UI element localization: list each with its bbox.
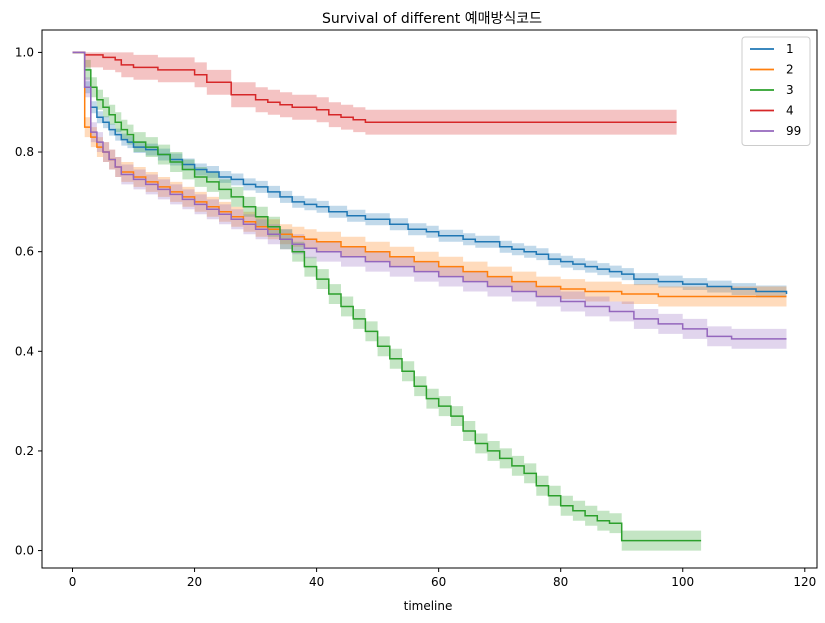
confidence-bands	[72, 52, 787, 551]
x-tick-label: 80	[553, 575, 568, 589]
x-tick-label: 100	[671, 575, 694, 589]
y-tick-label: 0.4	[15, 344, 34, 358]
x-tick-label: 120	[793, 575, 816, 589]
line-series-99	[72, 51, 787, 340]
line-series-4	[72, 51, 677, 123]
legend-label: 1	[786, 42, 794, 56]
legend-label: 3	[786, 83, 794, 97]
y-axis: 0.0 0.2 0.4 0.6 0.8 1.0	[15, 45, 42, 558]
chart-title: Survival of different 예매방식코드	[322, 11, 542, 27]
y-tick-label: 0.6	[15, 245, 34, 259]
plot-frame	[41, 29, 818, 569]
y-tick-label: 0.8	[15, 145, 34, 159]
band-series-2	[72, 52, 787, 307]
series-lines	[72, 51, 788, 542]
legend-label: 4	[786, 104, 794, 118]
x-axis: 0 20 40 60 80 100 120	[69, 568, 816, 589]
legend-label: 2	[786, 63, 794, 77]
x-tick-label: 60	[431, 575, 446, 589]
x-tick-label: 40	[309, 575, 324, 589]
y-tick-label: 0.0	[15, 544, 34, 558]
band-series-1	[72, 52, 787, 301]
y-tick-label: 1.0	[15, 45, 34, 59]
legend-frame	[741, 36, 811, 146]
x-axis-title: timeline	[404, 599, 453, 613]
x-tick-label: 0	[69, 575, 77, 589]
legend: 1 2 3 4 99	[741, 36, 811, 146]
legend-label: 99	[786, 124, 801, 138]
band-series-99	[72, 52, 787, 349]
band-series-4	[72, 52, 677, 135]
x-tick-label: 20	[187, 575, 202, 589]
line-series-3	[72, 51, 702, 542]
y-tick-label: 0.2	[15, 444, 34, 458]
